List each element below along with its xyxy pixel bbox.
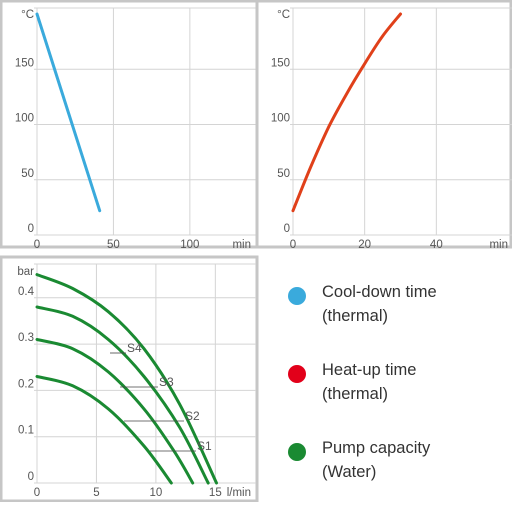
pump-capacity-dot-icon (288, 443, 306, 461)
y-tick-label: 0 (284, 223, 290, 235)
y-unit-label: bar (17, 266, 34, 278)
series-line-s3 (35, 305, 210, 485)
y-tick-label: 0 (28, 471, 34, 483)
x-unit-label: min (232, 239, 251, 251)
chart-frame (0, 255, 259, 502)
x-tick-label: 100 (180, 239, 199, 251)
chart-1: 0 50 100 0 50 100 150 °C min (0, 0, 259, 251)
y-tick-label: 0 (28, 223, 34, 235)
x-tick-label: 0 (290, 239, 296, 251)
y-tick-label: 150 (271, 57, 290, 69)
legend-sublabel: (thermal) (322, 385, 389, 403)
x-tick-label: 40 (430, 239, 443, 251)
y-tick-label: 0.4 (18, 286, 35, 298)
series-line (35, 12, 102, 213)
chart-3: 0 5 10 15 0 0.1 0.2 0.3 0.4 bar l/min S1 S2 S3 S4 (0, 255, 259, 502)
series-line-s1 (35, 375, 173, 485)
series-label-s3: S3 (159, 375, 174, 389)
legend-label: Cool-down time (322, 283, 437, 301)
legend-sublabel: (Water) (322, 463, 377, 481)
x-unit-label: min (489, 239, 508, 251)
chart-2: 0 20 40 0 50 100 150 °C min (255, 0, 512, 251)
x-tick-label: 0 (34, 487, 40, 499)
legend-sublabel: (thermal) (322, 307, 389, 325)
y-unit-label: °C (21, 9, 34, 21)
x-tick-label: 15 (209, 487, 222, 499)
cool-down-dot-icon (288, 287, 306, 305)
x-tick-label: 20 (358, 239, 371, 251)
x-tick-label: 10 (149, 487, 162, 499)
legend-label: Pump capacity (322, 439, 431, 457)
y-tick-label: 100 (271, 113, 290, 125)
series-label-s2: S2 (185, 409, 200, 423)
y-tick-label: 150 (15, 57, 34, 69)
series-line (291, 12, 402, 213)
legend-item-heat-up: Heat-up time (thermal) (284, 358, 504, 436)
y-tick-label: 0.3 (18, 332, 34, 344)
y-tick-label: 0.2 (18, 378, 34, 390)
legend-text: Heat-up time (thermal) (322, 358, 416, 406)
x-tick-label: 0 (34, 239, 40, 251)
series-label-s1: S1 (197, 439, 212, 453)
y-tick-label: 100 (15, 113, 34, 125)
legend-item-pump-capacity: Pump capacity (Water) (284, 436, 504, 514)
legend-label: Heat-up time (322, 361, 417, 379)
x-unit-label: l/min (227, 487, 251, 499)
x-tick-label: 50 (107, 239, 120, 251)
legend-item-cool-down: Cool-down time (thermal) (284, 280, 504, 358)
y-tick-label: 0.1 (18, 425, 34, 437)
y-tick-label: 50 (21, 168, 34, 180)
series-line-s4 (35, 273, 218, 485)
heat-up-dot-icon (288, 365, 306, 383)
legend-text: Pump capacity (Water) (322, 436, 430, 484)
series-line-s2 (35, 338, 195, 485)
legend-text: Cool-down time (thermal) (322, 280, 437, 328)
legend: Cool-down time (thermal) Heat-up time (t… (284, 280, 504, 514)
y-tick-label: 50 (277, 168, 290, 180)
x-tick-label: 5 (93, 487, 99, 499)
y-unit-label: °C (277, 9, 290, 21)
series-label-s4: S4 (127, 341, 142, 355)
